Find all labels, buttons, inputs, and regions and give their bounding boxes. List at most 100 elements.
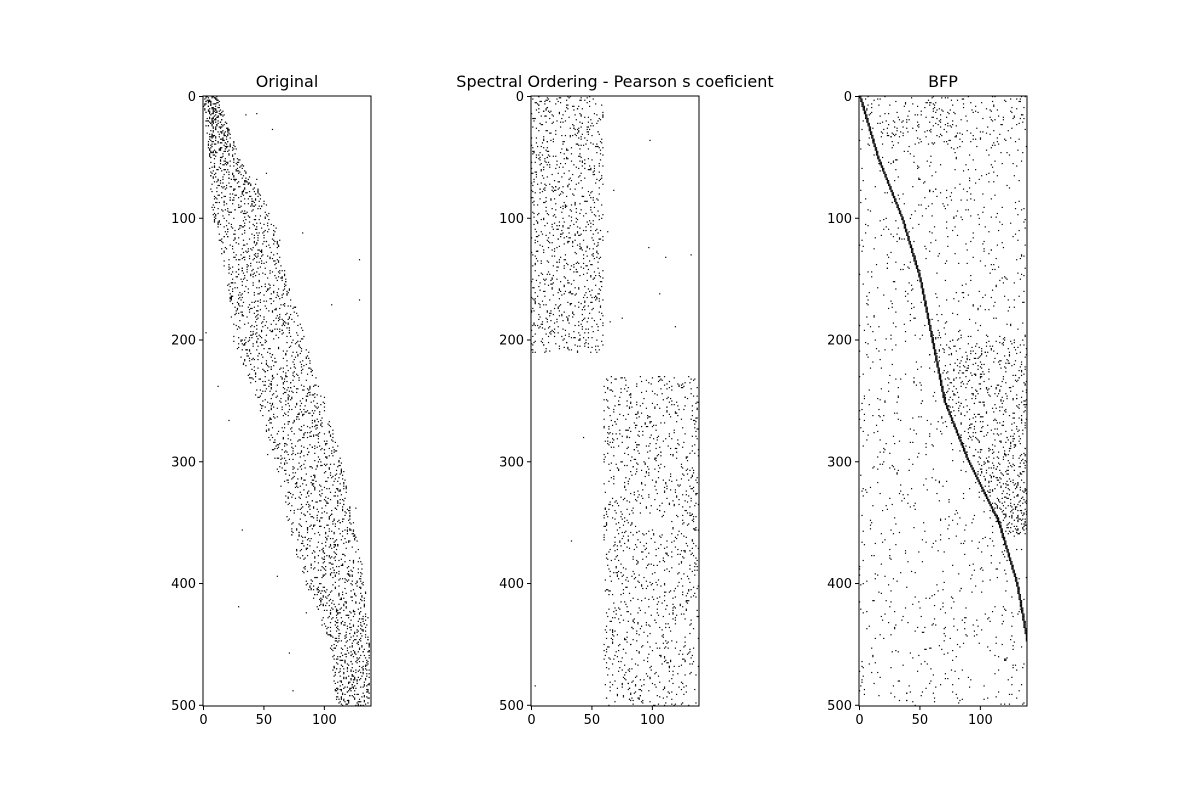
matrix-point	[211, 96, 213, 98]
matrix-point	[256, 310, 258, 312]
matrix-point	[690, 553, 692, 555]
matrix-point	[654, 458, 656, 461]
matrix-point	[207, 100, 210, 103]
matrix-point	[647, 451, 649, 453]
matrix-point	[551, 186, 553, 188]
matrix-point	[291, 390, 293, 392]
matrix-point	[252, 273, 254, 275]
matrix-point	[302, 368, 304, 370]
matrix-point	[305, 379, 307, 381]
matrix-point	[210, 175, 212, 177]
matrix-point	[592, 278, 594, 280]
matrix-point	[337, 500, 339, 502]
matrix-point	[669, 660, 672, 663]
matrix-point	[671, 404, 673, 406]
matrix-point	[605, 697, 608, 699]
matrix-point	[232, 199, 234, 201]
matrix-point	[667, 623, 669, 625]
matrix-point	[625, 418, 627, 420]
matrix-point	[310, 589, 312, 591]
matrix-point	[232, 302, 234, 305]
matrix-point	[276, 416, 278, 418]
matrix-point	[591, 296, 593, 299]
matrix-point	[636, 401, 638, 403]
matrix-point	[578, 182, 580, 184]
matrix-point	[215, 150, 217, 152]
matrix-point	[684, 641, 686, 643]
matrix-point	[611, 639, 614, 641]
matrix-point	[300, 512, 303, 514]
matrix-point	[533, 200, 535, 202]
matrix-point	[361, 573, 363, 575]
matrix-point	[674, 546, 677, 548]
matrix-point	[637, 496, 639, 498]
matrix-point	[366, 673, 368, 675]
matrix-point	[651, 583, 654, 585]
matrix-point	[673, 432, 675, 434]
matrix-point	[674, 412, 677, 414]
matrix-point	[690, 378, 692, 380]
matrix-point	[254, 199, 257, 201]
matrix-point	[538, 108, 540, 110]
matrix-point	[333, 603, 335, 605]
matrix-point	[251, 334, 253, 336]
matrix-point	[326, 628, 328, 630]
matrix-point	[303, 455, 305, 457]
matrix-point	[624, 664, 626, 666]
matrix-point	[561, 294, 563, 296]
matrix-point	[287, 394, 289, 396]
matrix-point	[532, 98, 534, 100]
matrix-point	[346, 699, 349, 702]
matrix-point	[206, 120, 208, 122]
matrix-point	[287, 481, 289, 484]
matrix-point	[674, 489, 677, 491]
matrix-point	[304, 557, 306, 559]
matrix-point	[285, 413, 287, 415]
matrix-point	[310, 587, 312, 590]
matrix-point	[647, 425, 649, 428]
matrix-point	[665, 646, 667, 648]
matrix-point	[627, 682, 629, 685]
matrix-point	[649, 139, 651, 142]
matrix-point	[287, 402, 289, 405]
matrix-point	[679, 553, 681, 555]
matrix-point	[338, 593, 340, 596]
matrix-point	[219, 159, 222, 161]
matrix-point	[335, 614, 338, 616]
matrix-point	[254, 274, 257, 277]
matrix-point	[309, 540, 311, 542]
matrix-point	[225, 184, 228, 187]
y-tick-label: 300	[499, 455, 524, 470]
matrix-point	[549, 242, 551, 244]
matrix-point	[645, 567, 648, 569]
matrix-point	[674, 587, 677, 590]
matrix-point	[280, 458, 282, 461]
matrix-point	[599, 289, 602, 291]
matrix-point	[213, 166, 216, 168]
matrix-point	[224, 145, 226, 148]
matrix-point	[346, 691, 349, 693]
matrix-point	[686, 600, 689, 602]
matrix-point	[627, 413, 629, 415]
matrix-point	[302, 540, 304, 542]
panel-title: Spectral Ordering - Pearson s coeficient	[456, 72, 773, 91]
matrix-point	[645, 621, 648, 624]
matrix-point	[340, 652, 342, 654]
matrix-point	[618, 559, 620, 562]
matrix-point	[263, 262, 265, 265]
matrix-point	[362, 630, 364, 632]
matrix-point	[695, 435, 697, 437]
matrix-point	[332, 436, 334, 439]
matrix-point	[348, 574, 350, 576]
matrix-point	[649, 676, 651, 678]
matrix-point	[345, 606, 347, 608]
matrix-point	[609, 658, 611, 660]
matrix-point	[534, 298, 536, 300]
matrix-point	[590, 169, 592, 171]
matrix-point	[598, 147, 600, 149]
matrix-point	[364, 615, 367, 618]
matrix-point	[240, 356, 242, 358]
matrix-point	[360, 637, 362, 640]
matrix-point	[343, 604, 345, 607]
matrix-point	[547, 161, 550, 163]
